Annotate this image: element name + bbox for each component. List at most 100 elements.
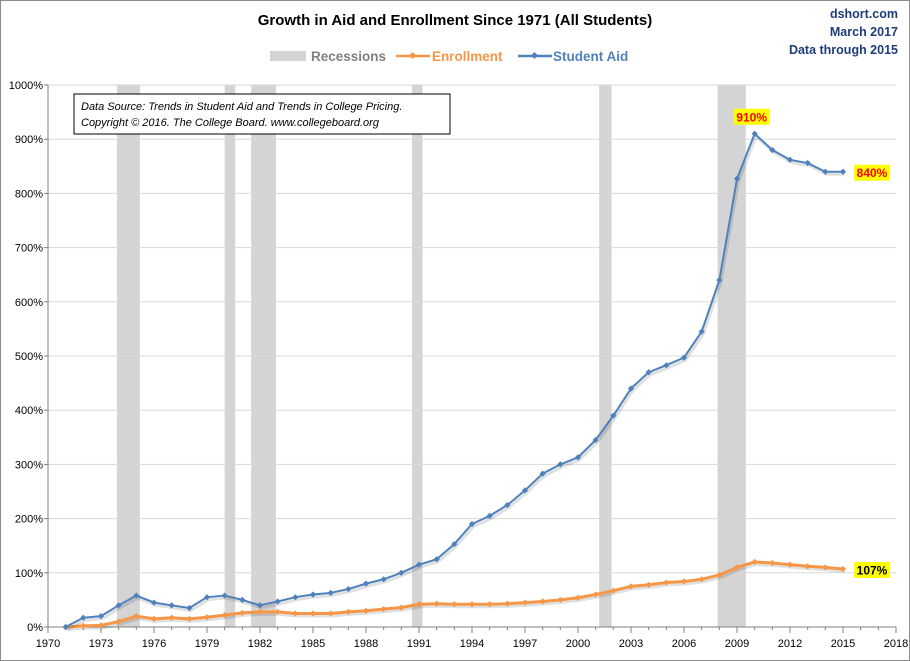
enrollment-point xyxy=(415,601,423,608)
student-aid-point xyxy=(398,569,405,576)
annotations: 910% 840% 107% xyxy=(733,108,890,579)
source-site: dshort.com xyxy=(830,7,898,21)
note-line-1: Data Source: Trends in Student Aid and T… xyxy=(81,101,402,113)
x-tick-label: 1973 xyxy=(89,638,113,650)
annotation-label-2: 107% xyxy=(857,564,888,578)
y-tick-label: 0% xyxy=(27,622,43,634)
legend-enrollment-label: Enrollment xyxy=(432,49,503,64)
annotation-bg-0 xyxy=(733,108,770,125)
x-tick-label: 1970 xyxy=(36,638,60,650)
enrollment-point xyxy=(627,583,635,590)
y-tick-label: 1000% xyxy=(9,80,43,92)
enrollment-point xyxy=(804,563,811,570)
enrollment-point xyxy=(786,561,794,568)
student-aid-point xyxy=(292,594,299,601)
enrollment-point xyxy=(221,611,228,619)
y-tick-label: 900% xyxy=(15,134,43,146)
x-tick-label: 2009 xyxy=(725,638,749,650)
annotation-label-1: 840% xyxy=(857,166,888,180)
annotation-label-0: 910% xyxy=(736,110,767,124)
legend: Recessions Enrollment Student Aid xyxy=(270,49,628,64)
enrollment-point xyxy=(168,614,175,621)
student-aid-point xyxy=(362,580,370,587)
y-tick-label: 100% xyxy=(15,568,43,580)
enrollment-point xyxy=(751,558,758,566)
y-tick-label: 300% xyxy=(15,459,43,471)
note-line-2: Copyright © 2016. The College Board. www… xyxy=(81,117,380,129)
x-tick-label: 1988 xyxy=(354,638,378,650)
series-layer xyxy=(62,130,847,631)
legend-aid-marker xyxy=(530,51,539,60)
student-aid-point xyxy=(168,602,175,609)
student-aid-point xyxy=(557,461,564,468)
enrollment-point xyxy=(769,559,776,567)
x-tick-label: 2000 xyxy=(566,638,590,650)
enrollment-point xyxy=(663,579,670,586)
axes: 0% 100% 200% 300% 400% 500% 600% 700% 800% 900% 10… xyxy=(9,80,909,650)
enrollment-point xyxy=(133,613,140,620)
x-tick-label: 2003 xyxy=(619,638,643,650)
enrollment-point xyxy=(610,587,617,594)
legend-aid-label: Student Aid xyxy=(553,49,628,64)
student-aid-shadow xyxy=(66,133,845,631)
student-aid-point xyxy=(415,561,423,568)
student-aid-point xyxy=(663,362,670,369)
x-tick-label: 2015 xyxy=(831,638,855,650)
enrollment-point xyxy=(451,601,458,608)
student-aid-point xyxy=(610,412,617,419)
x-tick-label: 2006 xyxy=(672,638,696,650)
source-coverage: Data through 2015 xyxy=(789,43,898,57)
student-aid-point xyxy=(97,613,105,620)
chart-title: Growth in Aid and Enrollment Since 1971 … xyxy=(258,12,653,29)
enrollment-point xyxy=(839,565,847,573)
enrollment-point xyxy=(468,601,476,608)
enrollment-point xyxy=(733,564,741,571)
y-tick-label: 400% xyxy=(15,405,43,417)
enrollment-point xyxy=(362,607,370,614)
enrollment-point xyxy=(292,610,299,617)
data-source-note: Data Source: Trends in Student Aid and T… xyxy=(73,93,451,135)
x-tick-label: 1979 xyxy=(195,638,219,650)
annotation-bg-2 xyxy=(854,562,890,579)
enrollment-point xyxy=(822,564,829,571)
y-tick-label: 200% xyxy=(15,514,43,526)
y-tick-label: 500% xyxy=(15,351,43,363)
x-tick-label: 1997 xyxy=(513,638,537,650)
student-aid-point xyxy=(345,585,352,593)
enrollment-point xyxy=(539,598,546,605)
x-tick-label: 1985 xyxy=(301,638,325,650)
enrollment-point xyxy=(680,578,688,585)
enrollment-point xyxy=(716,571,723,579)
annotation-bg-1 xyxy=(854,164,890,181)
enrollment-point xyxy=(645,581,652,588)
x-tick-label: 2012 xyxy=(778,638,802,650)
student-aid-point xyxy=(504,501,511,509)
enrollment-point xyxy=(309,610,317,617)
x-tick-label: 1991 xyxy=(407,638,431,650)
x-tick-label: 1982 xyxy=(248,638,272,650)
x-tick-label: 1994 xyxy=(460,638,484,650)
student-aid-point xyxy=(221,592,228,599)
legend-enrollment-marker xyxy=(408,51,417,60)
enrollment-point xyxy=(557,596,564,604)
student-aid-point xyxy=(521,487,529,494)
gridlines xyxy=(48,84,896,574)
x-tick-label: 1976 xyxy=(142,638,166,650)
legend-recessions-swatch xyxy=(270,51,306,61)
enrollment-shadow xyxy=(67,562,845,631)
source-date: March 2017 xyxy=(830,25,898,39)
legend-recessions-label: Recessions xyxy=(311,49,386,64)
student-aid-point xyxy=(716,277,723,284)
enrollment-point xyxy=(592,591,599,598)
y-tick-label: 800% xyxy=(15,188,43,200)
enrollment-point xyxy=(574,594,582,601)
y-tick-label: 600% xyxy=(15,297,43,309)
student-aid-point xyxy=(627,385,635,392)
note-box xyxy=(73,93,451,135)
y-tick-label: 700% xyxy=(15,243,43,255)
enrollment-point xyxy=(521,599,529,606)
student-aid-point xyxy=(256,602,264,609)
x-tick-label: 2018 xyxy=(884,638,908,650)
enrollment-point xyxy=(698,576,705,583)
